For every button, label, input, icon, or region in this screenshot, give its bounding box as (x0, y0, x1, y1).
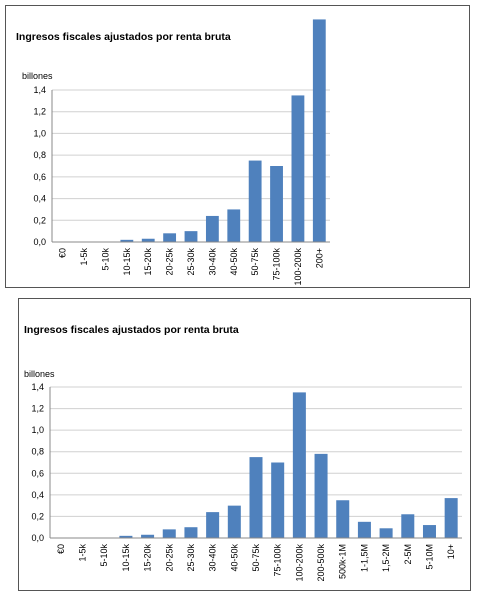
y-tick-label: 1,0 (31, 425, 44, 435)
bar (248, 160, 262, 242)
x-tick-label: 20-25k (164, 544, 174, 572)
x-tick-label: 20-25k (165, 248, 175, 276)
x-tick-label: 10+ (446, 544, 456, 559)
bar (184, 527, 198, 538)
x-tick-label: €0 (58, 248, 68, 258)
chart-frame (5, 5, 470, 288)
x-tick-label: 5-10k (100, 248, 110, 271)
y-tick-label: 0,6 (33, 172, 46, 182)
bar (227, 505, 241, 538)
y-axis-label: billones (24, 369, 55, 379)
y-axis-label: billones (22, 71, 53, 81)
x-tick-label: €0 (56, 544, 66, 554)
chart-title: Ingresos fiscales ajustados por renta br… (16, 31, 231, 43)
y-tick-label: 0,0 (33, 237, 46, 247)
x-tick-label: 50-75k (250, 248, 260, 276)
bar (379, 528, 393, 538)
bar (163, 233, 177, 242)
x-tick-label: 100-200k (293, 248, 303, 286)
x-tick-label: 25-30k (186, 544, 196, 572)
x-tick-label: 100-200k (294, 544, 304, 582)
bar (401, 514, 415, 538)
chart-frame (18, 298, 471, 591)
x-tick-label: 5-10k (99, 544, 109, 567)
x-tick-label: 15-20k (143, 544, 153, 572)
y-tick-label: 0,2 (31, 511, 44, 521)
y-tick-label: 0,8 (33, 150, 46, 160)
bar (206, 512, 220, 538)
x-tick-label: 1-5k (78, 544, 88, 562)
bar (249, 457, 263, 538)
x-tick-label: 40-50k (229, 248, 239, 276)
y-tick-label: 0,0 (31, 533, 44, 543)
bar (357, 521, 371, 538)
bar (270, 166, 283, 242)
y-tick-label: 1,4 (31, 382, 44, 392)
y-tick-label: 0,8 (31, 447, 44, 457)
x-tick-label: 75-100k (272, 248, 282, 281)
x-tick-label: 25-30k (186, 248, 196, 276)
y-tick-label: 0,6 (31, 468, 44, 478)
bar (271, 462, 285, 538)
bar (162, 529, 176, 538)
x-tick-label: 200-500k (316, 544, 326, 582)
y-tick-label: 1,4 (33, 85, 46, 95)
bar (291, 95, 305, 242)
x-tick-label: 15-20k (143, 248, 153, 276)
bar (312, 19, 326, 242)
x-tick-label: 200+ (314, 248, 324, 268)
y-tick-label: 1,0 (33, 128, 46, 138)
x-tick-label: 2-5M (403, 544, 413, 565)
x-tick-label: 5-10M (424, 544, 434, 570)
x-tick-label: 40-50k (229, 544, 239, 572)
x-tick-label: 75-100k (273, 544, 283, 577)
bar (141, 238, 155, 242)
x-tick-label: 10-15k (121, 544, 131, 572)
x-tick-label: 30-40k (208, 544, 218, 572)
bar (184, 231, 198, 242)
bar (141, 534, 155, 538)
chart-title: Ingresos fiscales ajustados por renta br… (24, 324, 239, 336)
x-tick-label: 1-5k (79, 248, 89, 266)
y-tick-label: 0,2 (33, 215, 46, 225)
y-tick-label: 0,4 (31, 490, 44, 500)
bar (314, 453, 328, 538)
x-tick-label: 500k-1M (338, 544, 348, 579)
x-tick-label: 50-75k (251, 544, 261, 572)
bar (444, 498, 458, 538)
x-tick-label: 30-40k (207, 248, 217, 276)
bar (422, 525, 436, 538)
y-tick-label: 1,2 (33, 107, 46, 117)
y-tick-label: 0,4 (33, 194, 46, 204)
bar (205, 215, 219, 242)
bar (120, 239, 134, 242)
bar (336, 500, 350, 538)
bar (227, 209, 241, 242)
x-tick-label: 1-1,5M (359, 544, 369, 572)
x-tick-label: 10-15k (122, 248, 132, 276)
y-tick-label: 1,2 (31, 404, 44, 414)
x-tick-label: 1,5-2M (381, 544, 391, 572)
bar (119, 535, 133, 538)
bar (292, 392, 306, 538)
